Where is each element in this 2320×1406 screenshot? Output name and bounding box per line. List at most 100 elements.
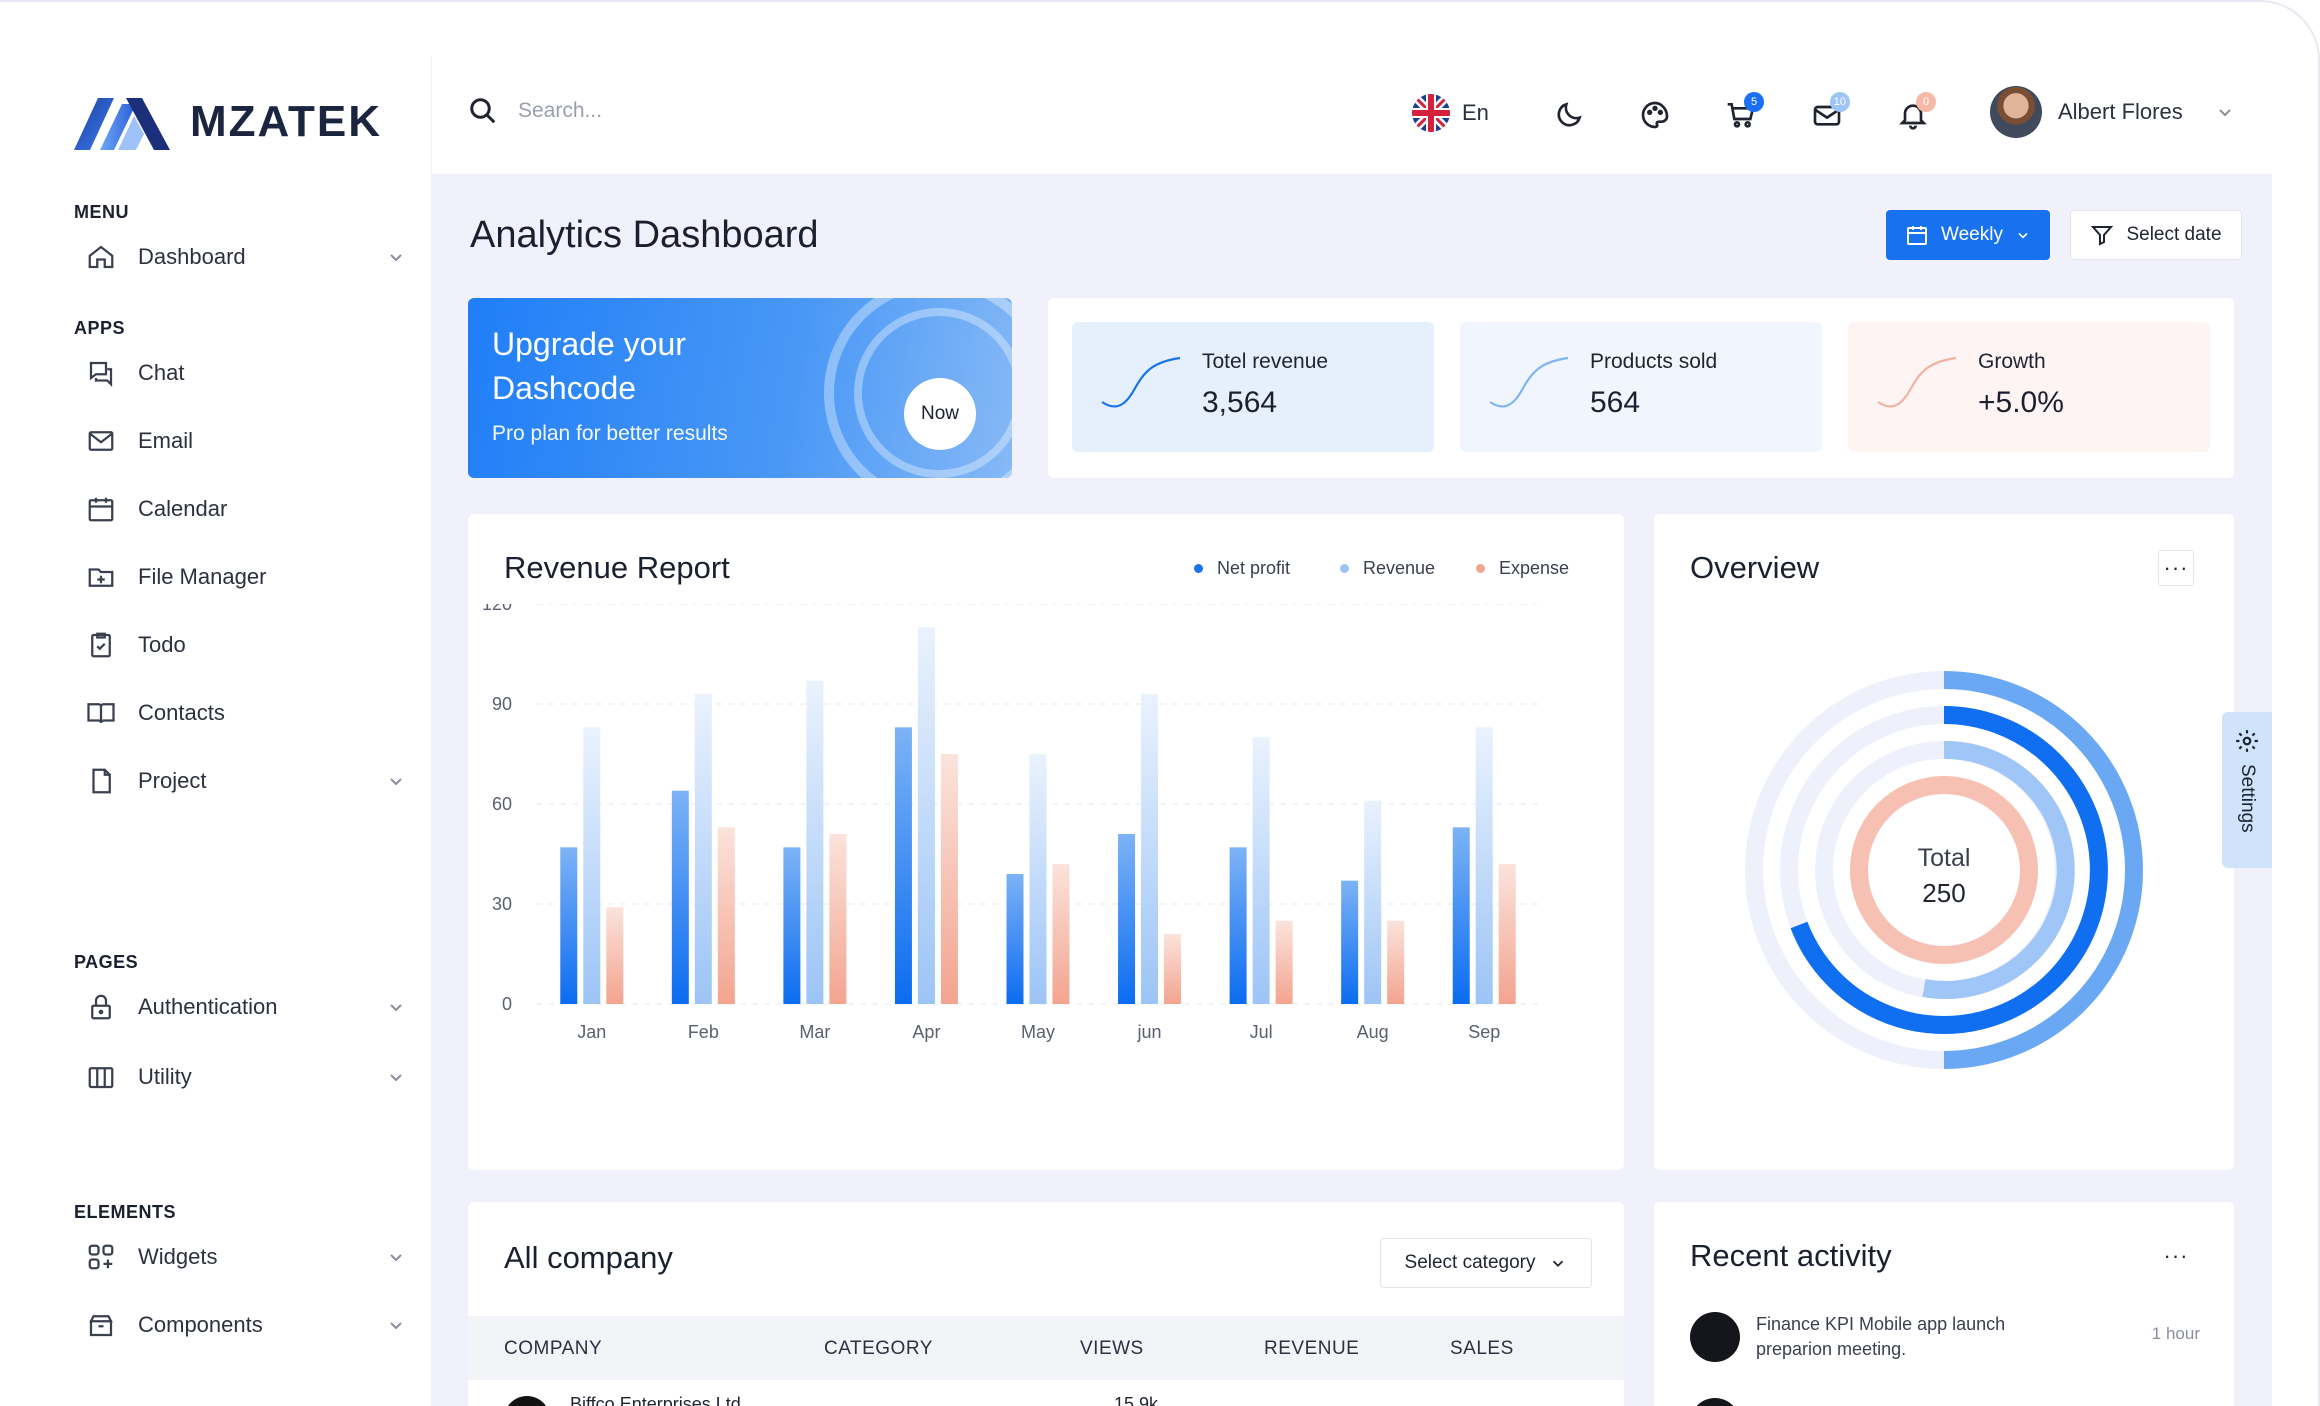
sidebar-item-file-manager[interactable]: File Manager bbox=[86, 552, 406, 602]
overview-radial-chart bbox=[1745, 671, 2143, 1069]
bar-expense bbox=[717, 827, 735, 1004]
weekly-label: Weekly bbox=[1941, 224, 2003, 245]
bar-net-profit bbox=[1452, 827, 1470, 1004]
select-category-label: Select category bbox=[1404, 1252, 1536, 1273]
sidebar-item-widgets[interactable]: Widgets bbox=[86, 1232, 406, 1282]
stat-value: 564 bbox=[1590, 386, 1641, 419]
bar-revenue bbox=[583, 727, 601, 1004]
theme-palette-button[interactable] bbox=[1632, 92, 1678, 138]
bar-expense bbox=[1275, 920, 1293, 1004]
gear-icon bbox=[2236, 730, 2258, 752]
palette-icon bbox=[1641, 101, 1669, 129]
activity-text: Finance KPI Mobile app launch preparion … bbox=[1756, 1314, 2006, 1359]
radial-arc-third bbox=[1922, 740, 2075, 999]
y-tick-label: 30 bbox=[492, 894, 512, 914]
company-name: Biffco Enterprises Ltd bbox=[570, 1394, 741, 1406]
bar-expense bbox=[1052, 864, 1070, 1004]
bar-net-profit bbox=[1229, 847, 1247, 1004]
mail-icon bbox=[1813, 105, 1841, 126]
chevron-down-icon bbox=[2219, 109, 2231, 117]
notifications-button[interactable]: 0 bbox=[1890, 92, 1936, 138]
logo-mark-icon bbox=[74, 98, 170, 150]
calendar-icon bbox=[1907, 226, 1928, 245]
sidebar-item-email[interactable]: Email bbox=[86, 416, 406, 466]
radial-arc-second bbox=[1790, 706, 2108, 1034]
overview-center-label: Total bbox=[1917, 844, 1971, 872]
y-tick-label: 90 bbox=[492, 694, 512, 714]
decorative-ring bbox=[824, 298, 1012, 478]
sidebar-item-label: Utility bbox=[138, 1064, 192, 1089]
home-icon bbox=[88, 245, 114, 269]
sidebar-item-contacts[interactable]: Contacts bbox=[86, 688, 406, 738]
bar-net-profit bbox=[1341, 880, 1359, 1004]
sidebar-item-calendar[interactable]: Calendar bbox=[86, 484, 406, 534]
chevron-down-icon bbox=[390, 1074, 402, 1082]
activity-time: 1 hour bbox=[2151, 1324, 2200, 1343]
upgrade-banner: Upgrade your Dashcode Pro plan for bette… bbox=[468, 298, 1012, 478]
revenue-bar-chart: 0 30 60 90 120 Jan Feb Mar Apr May jun Jul Aug Sep bbox=[482, 604, 1540, 1042]
legend-net-profit[interactable]: Net profit bbox=[1194, 558, 1290, 579]
search-input[interactable] bbox=[518, 99, 778, 123]
company-table-card: All company Select category COMPANY CATE… bbox=[468, 1202, 1624, 1406]
sidebar-item-chat[interactable]: Chat bbox=[86, 348, 406, 398]
recent-activity-card: Recent activity ··· Finance KPI Mobile a… bbox=[1654, 1202, 2234, 1406]
bar-revenue bbox=[806, 680, 824, 1004]
folder-plus-icon bbox=[88, 568, 114, 587]
column-header[interactable]: CATEGORY bbox=[824, 1338, 933, 1359]
dark-mode-toggle[interactable] bbox=[1546, 92, 1592, 138]
stat-value: 3,564 bbox=[1202, 386, 1278, 419]
select-date-button[interactable]: Select date bbox=[2070, 210, 2242, 260]
sidebar-item-label: Authentication bbox=[138, 994, 278, 1019]
avatar bbox=[1990, 86, 2042, 138]
user-menu[interactable]: Albert Flores bbox=[1990, 86, 2235, 138]
stat-value: +5.0% bbox=[1978, 386, 2064, 419]
chevron-down-icon bbox=[390, 778, 402, 786]
sidebar-item-todo[interactable]: Todo bbox=[86, 620, 406, 670]
bar-expense bbox=[606, 907, 624, 1004]
bar-net-profit bbox=[1006, 874, 1024, 1004]
section-title-pages: PAGES bbox=[74, 952, 139, 972]
column-header[interactable]: SALES bbox=[1450, 1338, 1514, 1359]
chevron-down-icon bbox=[1553, 1260, 1564, 1267]
sidebar-item-utility[interactable]: Utility bbox=[86, 1052, 406, 1102]
column-header[interactable]: COMPANY bbox=[504, 1338, 603, 1359]
sidebar-item-project[interactable]: Project bbox=[86, 756, 406, 806]
legend-expense[interactable]: Expense bbox=[1476, 558, 1569, 579]
column-header[interactable]: REVENUE bbox=[1264, 1338, 1360, 1359]
sidebar-item-label: Project bbox=[138, 768, 207, 793]
legend-label: Revenue bbox=[1363, 558, 1436, 578]
user-name: Albert Flores bbox=[2058, 99, 2183, 124]
sidebar-item-components[interactable]: Components bbox=[86, 1300, 406, 1350]
brand-logo[interactable]: MZATEK bbox=[74, 94, 382, 150]
card-title: Revenue Report bbox=[504, 550, 730, 585]
messages-button[interactable]: 10 bbox=[1804, 92, 1850, 138]
more-horizontal-icon: ··· bbox=[2163, 555, 2189, 580]
more-options-button[interactable]: ··· bbox=[2158, 550, 2194, 586]
topbar: En 5 10 0 Albert Flores bbox=[432, 56, 2272, 174]
main-content: Analytics Dashboard Weekly Select date U… bbox=[432, 174, 2272, 1406]
search-bar[interactable] bbox=[468, 96, 778, 126]
legend-revenue[interactable]: Revenue bbox=[1340, 558, 1435, 579]
weekly-button[interactable]: Weekly bbox=[1886, 210, 2050, 260]
sidebar-item-authentication[interactable]: Authentication bbox=[86, 982, 406, 1032]
sidebar-item-label: Calendar bbox=[138, 496, 228, 521]
select-category-dropdown[interactable]: Select category bbox=[1380, 1238, 1592, 1288]
upgrade-now-button[interactable]: Now bbox=[904, 378, 976, 450]
sidebar-item-label: Email bbox=[138, 428, 194, 453]
overview-center-value: 250 bbox=[1922, 878, 1966, 908]
sidebar-item-dashboard[interactable]: Dashboard bbox=[86, 232, 406, 282]
settings-tab[interactable]: Settings bbox=[2222, 712, 2272, 868]
stat-card-revenue: Totel revenue 3,564 bbox=[1072, 322, 1434, 452]
column-header[interactable]: VIEWS bbox=[1080, 1338, 1144, 1359]
bar-expense bbox=[940, 754, 958, 1004]
activity-avatar bbox=[1690, 1398, 1740, 1406]
language-selector[interactable]: En bbox=[1412, 94, 1489, 132]
bar-revenue bbox=[917, 627, 935, 1004]
table-row[interactable]: Biffco Enterprises Ltd 15.9k bbox=[468, 1380, 1624, 1406]
upgrade-title: Upgrade your Dashcode bbox=[492, 326, 686, 406]
more-options-button[interactable]: ··· bbox=[2158, 1238, 2194, 1274]
bar-expense bbox=[1387, 920, 1405, 1004]
cart-button[interactable]: 5 bbox=[1718, 92, 1764, 138]
sidebar-item-label: Chat bbox=[138, 360, 185, 385]
